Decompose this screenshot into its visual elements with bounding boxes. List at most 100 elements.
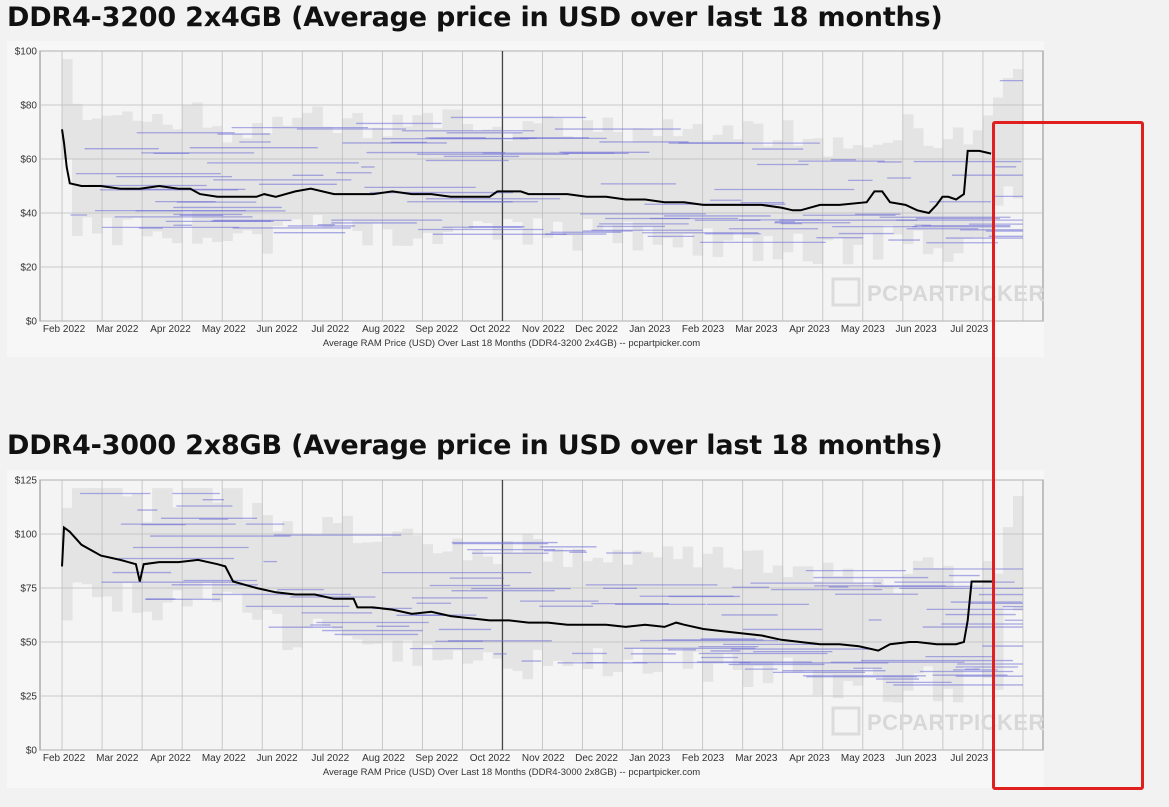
x-tick-label: Jul 2023 [950, 753, 988, 764]
x-tick-label: Apr 2023 [789, 753, 830, 764]
watermark-text: PCPARTPICKER [867, 710, 1045, 735]
highlight-annotation-box [992, 121, 1144, 790]
x-tick-label: Jan 2023 [629, 753, 671, 764]
x-tick-label: Apr 2022 [150, 324, 191, 335]
range-segment [242, 519, 253, 613]
range-segment [842, 148, 854, 265]
y-tick-label: $60 [20, 155, 37, 166]
range-segment [812, 581, 824, 695]
range-segment [122, 111, 133, 220]
y-tick-label: $100 [15, 530, 38, 541]
range-segment [362, 138, 373, 246]
range-segment [162, 124, 173, 239]
range-segment [832, 137, 844, 238]
x-tick-label: Aug 2022 [362, 753, 405, 764]
range-segment [482, 556, 494, 653]
y-axis-labels: $0 $20 $40 $60 $80 $100 [15, 47, 38, 328]
range-segment [452, 538, 464, 651]
chart-caption: Average RAM Price (USD) Over Last 18 Mon… [323, 767, 700, 778]
average-price-line [61, 129, 992, 215]
range-segment [962, 589, 974, 668]
range-segment [612, 131, 624, 244]
range-segment [912, 128, 924, 231]
range-segment [292, 535, 303, 648]
range-segment [282, 521, 293, 651]
range-segment [312, 106, 323, 215]
range-segment [502, 541, 514, 669]
range-segment [762, 572, 774, 684]
range-segment [922, 145, 934, 255]
x-tick-label: Mar 2023 [735, 324, 778, 335]
x-tick-label: Feb 2022 [43, 324, 86, 335]
price-range-band [62, 59, 1024, 265]
range-segment [762, 146, 774, 237]
range-segment [372, 127, 383, 224]
chart-caption: Average RAM Price (USD) Over Last 18 Mon… [323, 338, 700, 349]
range-segment [252, 123, 263, 235]
range-segment [742, 550, 754, 687]
y-tick-label: $40 [20, 209, 37, 220]
range-segment [822, 562, 834, 675]
range-segment [352, 112, 363, 232]
range-segment [372, 541, 383, 644]
range-segment [232, 488, 243, 594]
range-segment [422, 544, 433, 645]
range-segment [212, 502, 223, 602]
x-tick-label: Apr 2023 [789, 324, 830, 335]
range-segment [412, 115, 423, 239]
range-segment [152, 488, 163, 621]
range-segment [502, 140, 514, 220]
price-chart-ddr4-3000: $0 $25 $50 $75 $100 $125 Feb 2022 Mar 2022 Apr 2… [15, 476, 1045, 779]
x-tick-label: Jan 2023 [629, 324, 671, 335]
x-tick-label: Dec 2022 [575, 324, 618, 335]
range-segment [82, 488, 93, 585]
x-tick-label: Nov 2022 [522, 324, 565, 335]
x-tick-label: Apr 2022 [150, 753, 191, 764]
chart-panel-ddr4-3200: $0 $20 $40 $60 $80 $100 Feb 2022 Mar 2022 Apr 20… [7, 41, 1044, 357]
range-segment [312, 534, 323, 619]
range-segment [412, 535, 423, 666]
range-segment [752, 550, 764, 666]
range-segment [402, 528, 413, 641]
range-segment [922, 557, 934, 667]
range-segment [432, 128, 444, 245]
range-segment [992, 97, 1004, 206]
grid [40, 479, 1043, 751]
range-segment [852, 582, 864, 686]
range-segment [122, 496, 133, 584]
chart-panel-ddr4-3000: $0 $25 $50 $75 $100 $125 Feb 2022 Mar 2022 Apr 2… [7, 470, 1044, 788]
range-segment [262, 515, 273, 610]
x-tick-label: Oct 2022 [470, 324, 511, 335]
range-segment [802, 139, 814, 262]
range-segment [662, 546, 674, 650]
range-segment [512, 552, 524, 671]
range-segment [912, 560, 924, 674]
range-segment [622, 142, 634, 222]
watermark-cube-icon [831, 277, 861, 307]
range-segment [802, 566, 814, 671]
x-tick-label: Jun 2023 [895, 324, 937, 335]
range-segment [892, 140, 904, 235]
range-segment [482, 129, 494, 224]
range-segment [1012, 68, 1024, 199]
range-segment [1012, 495, 1024, 611]
x-tick-label: Mar 2022 [96, 324, 139, 335]
range-segment [202, 127, 213, 238]
x-tick-label: Jun 2022 [256, 324, 298, 335]
x-tick-label: Feb 2023 [682, 753, 725, 764]
price-chart-ddr4-3200: $0 $20 $40 $60 $80 $100 Feb 2022 Mar 2022 Apr 20… [15, 47, 1045, 350]
range-segment [892, 593, 904, 703]
range-segment [542, 561, 554, 666]
x-tick-label: Jun 2022 [256, 753, 298, 764]
range-segment [152, 114, 163, 232]
range-segment [852, 145, 864, 245]
range-segment [112, 115, 123, 246]
range-segment [552, 548, 564, 661]
range-segment [232, 133, 243, 234]
range-segment [432, 553, 444, 661]
range-segment [682, 128, 694, 235]
range-segment [662, 119, 674, 239]
x-axis-labels: Feb 2022 Mar 2022 Apr 2022 May 2022 Jun 2022… [43, 324, 989, 335]
range-segment [492, 126, 504, 240]
range-segment [552, 118, 564, 222]
